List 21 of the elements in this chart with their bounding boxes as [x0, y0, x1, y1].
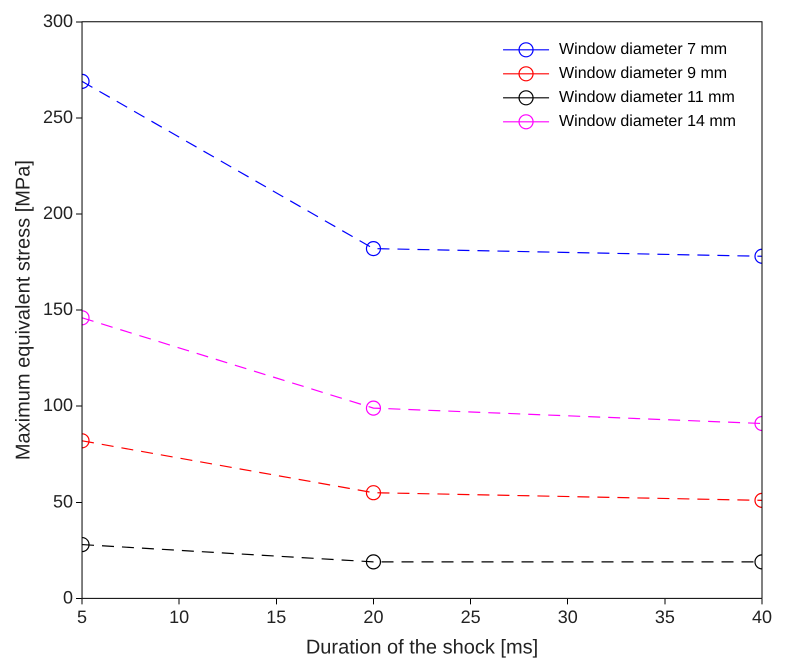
- legend-label: Window diameter 9 mm: [559, 65, 728, 82]
- x-tick-label: 15: [266, 607, 286, 628]
- y-tick-label: 250: [42, 106, 74, 127]
- legend-label: Window diameter 14 mm: [559, 113, 736, 130]
- x-tick-label: 10: [169, 607, 190, 628]
- x-tick-label: 20: [363, 607, 384, 628]
- legend-label: Window diameter 11 mm: [559, 89, 735, 106]
- y-tick-label: 50: [53, 491, 74, 512]
- legend-label: Window diameter 7 mm: [559, 41, 728, 58]
- x-tick-label: 35: [654, 607, 675, 628]
- x-tick-label: 40: [752, 607, 772, 628]
- y-tick-label: 300: [42, 10, 74, 31]
- y-tick-label: 100: [42, 395, 74, 416]
- x-axis-title: Duration of the shock [ms]: [306, 636, 538, 659]
- x-tick-label: 30: [558, 607, 578, 628]
- y-axis-title: Maximum equivalent stress [MPa]: [12, 160, 35, 460]
- x-tick-label: 5: [77, 607, 88, 628]
- y-tick-label: 150: [42, 299, 74, 320]
- x-tick-label: 25: [460, 607, 481, 628]
- y-tick-label: 200: [42, 202, 74, 223]
- y-tick-label: 0: [63, 587, 74, 608]
